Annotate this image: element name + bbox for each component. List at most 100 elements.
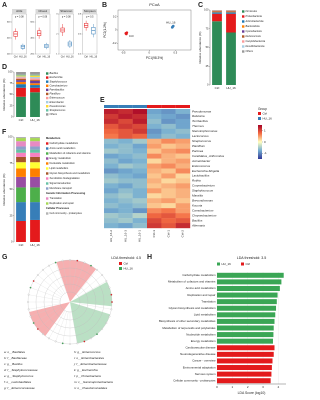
panel-letter: H [147,254,152,261]
branch [71,311,78,344]
heat-cell [175,113,191,120]
node [110,308,113,311]
x-tick-label: Ctrl [19,243,24,247]
colorbar [258,125,262,159]
bar-segment [212,13,222,22]
branch [74,265,92,294]
node [101,328,104,330]
heat-cell [161,138,176,144]
y-tick-label: Carbohydrate metabolism [182,273,216,277]
bar [217,338,273,344]
heat-cell [132,218,148,224]
heat-cell [147,208,162,214]
heat-cell [132,113,148,120]
y-tick-label: Replication and repair [187,293,215,297]
heat-cell [147,133,162,139]
legend-swatch [242,10,245,13]
node [36,274,39,276]
node [105,280,108,282]
x-tick-label: HU_16 [30,118,40,122]
colorbar-label: 0 [264,140,266,144]
legend-label: Planifilum [50,93,61,96]
heat-cell [161,188,176,194]
heat-cell [104,168,119,174]
node [83,340,86,343]
heat-cell [104,173,119,179]
branch [79,287,110,299]
clade-label: f: o__Lactobacillales [4,380,32,384]
heat-cell [175,213,191,219]
bar-segment [16,87,26,97]
y-tick-label: Translation [201,299,216,303]
y-tick-label: 200 [7,54,11,56]
y-tick-label: 25 [206,64,209,68]
bar-segment [30,85,40,88]
branch [42,269,64,295]
row-label: Lactobacillus [192,174,210,178]
p-value: p = 0.08 [15,16,24,19]
heat-cell [118,213,133,219]
bar-segment [16,74,26,76]
bar-segment [16,77,26,79]
legend-label: Energy metabolism [50,157,71,160]
bar-segment [30,149,40,153]
heat-cell [175,178,191,184]
bar-segment [16,96,26,117]
legend-swatch [242,15,245,18]
node [32,322,35,324]
y-tick-label: 200 [30,54,34,56]
x-axis-label: PC1(98.3%) [146,56,163,60]
y-tick-label: 50 [206,45,209,49]
bar-segment [30,83,40,86]
clade-label: k: g__Escherichia [74,368,98,372]
heat-cell [147,193,162,199]
panel-letter: C [198,2,203,9]
heat-cell [118,138,133,144]
legend-label: Ctrl [263,111,268,115]
heat-cell [104,208,119,214]
panel-letter: G [2,254,8,261]
heat-cell [147,183,162,189]
row-label: Kocuria [192,203,203,207]
branch [73,262,85,293]
heat-cell [132,223,148,229]
strip [35,9,50,14]
heat-cell [118,158,133,164]
bar [217,332,274,338]
heat-cell [175,148,191,154]
heat-cell [132,178,148,184]
x-tick-label: Ctrl [14,56,18,59]
bar [217,285,280,291]
legend-swatch [46,113,49,116]
bar-segment [16,141,26,147]
legend-swatch [46,167,49,170]
heat-cell [118,183,133,189]
legend-label: Actinobacteriota [245,20,265,23]
y-tick-label: Nucleotide metabolism [186,332,216,336]
heat-cell [118,113,133,120]
legend-swatch [242,20,245,23]
branch [62,311,69,344]
bar-segment [226,13,236,33]
heat-cell [132,148,148,154]
heat-cell [161,213,176,219]
heat-cell [104,128,119,134]
heat-cell [161,128,176,134]
row-label: Terribacillus [192,119,208,123]
y-tick-label: 100 [204,8,209,12]
y-tick-label: 0 [207,83,209,87]
group-band [118,105,133,108]
legend-swatch [46,72,49,75]
bar-segment [16,176,26,188]
legend-label: Proteobacteria [246,15,263,18]
node [29,286,32,289]
heat-cell [161,118,176,125]
legend-title: Group [258,107,267,111]
branch [78,280,107,298]
x-axis-label: LDA Score (log10) [238,391,266,395]
heat-cell [132,168,148,174]
heat-cell [118,173,133,179]
y-tick-label: Metabolism of cofactors and vitamins [168,280,216,284]
